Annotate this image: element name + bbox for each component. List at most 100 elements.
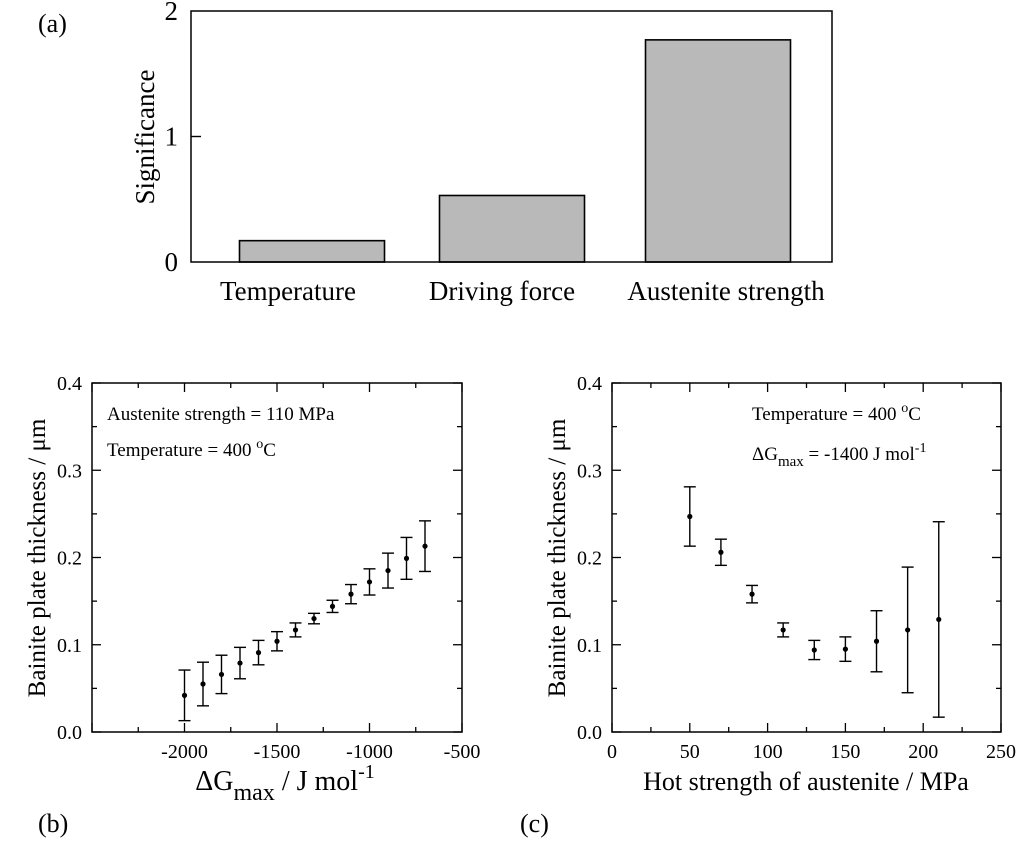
marker: [873, 638, 880, 644]
x-tick-label: 100: [753, 741, 783, 763]
data-point: [777, 622, 790, 638]
marker: [237, 660, 243, 666]
y-tick-label: 0.3: [577, 460, 602, 482]
y-tick-label: 0.4: [577, 373, 602, 395]
marker: [905, 627, 911, 633]
x-tick-label: 0: [607, 741, 617, 763]
data-point: [252, 639, 265, 666]
data-point: [683, 486, 696, 547]
data-point: [326, 599, 339, 614]
data-point: [215, 654, 228, 695]
bar-driving-force: [438, 194, 586, 263]
data-point: [271, 630, 283, 652]
x-tick-label: 50: [680, 741, 700, 763]
chart-c-ann-dg-sup: -1: [915, 441, 927, 456]
data-point: [839, 636, 852, 663]
annotation-text: C: [263, 440, 276, 461]
chart-c-x-axis-label: Hot strength of austenite / MPa: [643, 767, 969, 796]
y-tick-label: 0.0: [577, 722, 602, 744]
marker: [181, 692, 188, 698]
bar-temperature: [238, 239, 386, 263]
data-point: [400, 536, 413, 581]
x-category-label: Temperature: [220, 276, 356, 306]
bar-austenite-strength: [644, 39, 792, 263]
data-point: [808, 639, 821, 661]
marker: [422, 543, 428, 549]
panel-label-c: (c): [520, 809, 549, 838]
data-point: [234, 646, 246, 680]
chart-b-y-axis-label: Bainite plate thickness / μm: [24, 418, 51, 697]
marker: [200, 681, 206, 687]
data-point: [382, 552, 394, 589]
marker: [403, 555, 410, 561]
y-tick-label: 0.1: [57, 635, 82, 657]
marker: [255, 650, 262, 656]
y-tick-label: 0.2: [57, 548, 82, 570]
data-point: [746, 584, 759, 604]
marker: [385, 567, 391, 574]
data-point: [714, 538, 727, 567]
y-tick-label: 1: [165, 122, 179, 152]
annotation-text: Temperature = 400: [752, 404, 901, 425]
marker: [687, 513, 693, 520]
y-tick-label: 0.4: [57, 373, 82, 395]
x-tick-label: -1000: [346, 741, 393, 763]
chart-c-y-axis-label: Bainite plate thickness / μm: [544, 418, 571, 697]
marker: [811, 647, 817, 653]
chart-b-xlabel-unit: / J mol: [275, 766, 358, 797]
data-point: [870, 610, 883, 673]
chart-b-annotation-strength: Austenite strength = 110 MPa: [107, 404, 335, 425]
marker: [936, 616, 942, 623]
data-point: [363, 568, 376, 596]
x-category-label: Driving force: [429, 276, 575, 306]
marker: [329, 603, 336, 609]
marker: [292, 627, 299, 633]
y-tick-label: 0.2: [577, 548, 602, 570]
chart-a-y-axis-label: Significance: [130, 70, 160, 205]
marker: [842, 646, 849, 652]
y-tick-label: 0.3: [57, 460, 82, 482]
chart-c-ann-dg-main: ΔG: [752, 444, 778, 465]
chart-c-ann-dg-sub: max: [778, 454, 804, 470]
x-tick-label: -500: [444, 741, 481, 763]
chart-c-annotation-temperature: Temperature = 400 oC: [752, 401, 921, 425]
chart-b-annotation-temperature: Temperature = 400 oC: [107, 437, 276, 461]
marker: [749, 591, 755, 597]
panel-label-b: (b): [38, 809, 68, 838]
x-tick-label: 250: [986, 741, 1016, 763]
chart-c: 0.0 0.1 0.2 0.3 0.4 0 50 100 150 200 250 Temperatu…: [544, 373, 1016, 796]
data-point: [419, 520, 431, 573]
chart-b-xlabel-main: ΔG: [195, 766, 233, 797]
degree-symbol: o: [901, 401, 908, 416]
y-tick-label: 0: [165, 247, 179, 277]
data-point: [197, 661, 209, 707]
data-point: [901, 566, 914, 694]
x-tick-label: 200: [908, 741, 938, 763]
y-tick-label: 0.0: [57, 722, 82, 744]
x-tick-label: -1500: [254, 741, 301, 763]
data-point: [308, 612, 320, 625]
y-tick-label: 2: [165, 0, 179, 26]
annotation-text: C: [908, 404, 921, 425]
panel-label-a: (a): [38, 9, 67, 38]
chart-c-frame: [611, 382, 1002, 733]
marker: [366, 579, 373, 585]
chart-b-xlabel-sup: -1: [358, 761, 375, 783]
chart-b-x-axis-label: ΔGmax / J mol-1: [195, 761, 374, 806]
data-point: [345, 583, 357, 605]
marker: [311, 615, 317, 622]
x-category-label: Austenite strength: [627, 276, 825, 306]
chart-a: 0 1 2 Temperature Driving force Austenite st…: [130, 0, 833, 306]
chart-b: 0.0 0.1 0.2 0.3 0.4 -2000 -1500 -1000 -500 Auste…: [24, 373, 480, 806]
chart-c-ann-dg-rest: = -1400 J mol: [804, 444, 915, 465]
data-point: [289, 622, 302, 638]
chart-b-xlabel-sub: max: [234, 780, 275, 806]
x-tick-label: 150: [830, 741, 860, 763]
y-tick-label: 0.1: [577, 635, 602, 657]
data-point: [178, 669, 191, 722]
marker: [780, 627, 786, 633]
data-point: [932, 521, 945, 718]
annotation-text: Temperature = 400: [107, 440, 256, 461]
chart-c-annotation-dg: ΔGmax = -1400 J mol-1: [752, 441, 926, 470]
